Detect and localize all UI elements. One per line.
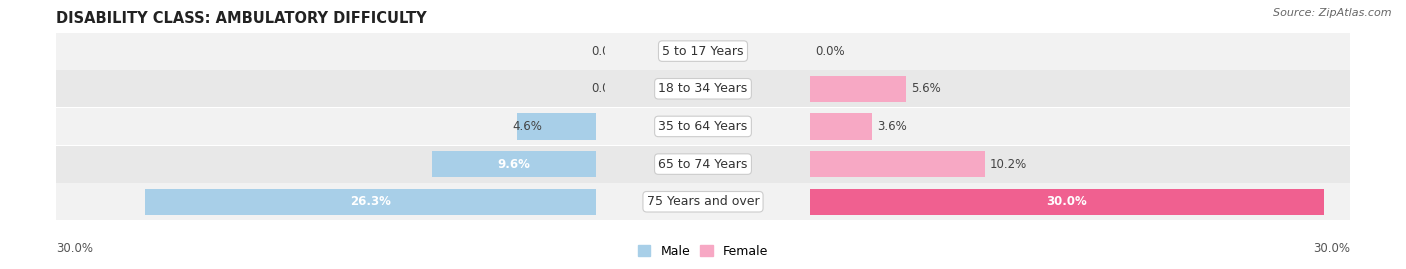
Text: 9.6%: 9.6% (498, 158, 530, 171)
Bar (810, 189, 1324, 215)
Text: 35 to 64 Years: 35 to 64 Years (658, 120, 748, 133)
Text: 0.0%: 0.0% (815, 45, 845, 58)
Bar (0, 70, 1406, 107)
Text: 18 to 34 Years: 18 to 34 Years (658, 82, 748, 95)
Bar (517, 113, 596, 140)
Text: 26.3%: 26.3% (350, 195, 391, 208)
Bar (810, 113, 872, 140)
Bar (0, 146, 1406, 183)
Text: 10.2%: 10.2% (990, 158, 1028, 171)
Text: DISABILITY CLASS: AMBULATORY DIFFICULTY: DISABILITY CLASS: AMBULATORY DIFFICULTY (56, 11, 427, 26)
Bar (0, 33, 1406, 70)
Bar (0, 146, 1406, 183)
Bar (0, 108, 1406, 145)
Bar (145, 189, 596, 215)
Bar (810, 151, 984, 177)
Text: 75 Years and over: 75 Years and over (647, 195, 759, 208)
Text: 65 to 74 Years: 65 to 74 Years (658, 158, 748, 171)
Text: 30.0%: 30.0% (1313, 242, 1350, 255)
Text: 3.6%: 3.6% (877, 120, 907, 133)
Bar (0, 70, 1406, 107)
Text: 30.0%: 30.0% (1046, 195, 1087, 208)
Text: 5.6%: 5.6% (911, 82, 941, 95)
Bar (432, 151, 596, 177)
Text: 5 to 17 Years: 5 to 17 Years (662, 45, 744, 58)
Text: 4.6%: 4.6% (512, 120, 541, 133)
Bar (0, 33, 1406, 70)
Text: 30.0%: 30.0% (56, 242, 93, 255)
Legend: Male, Female: Male, Female (633, 240, 773, 263)
Text: 0.0%: 0.0% (591, 45, 620, 58)
Bar (0, 183, 1406, 220)
Bar (0, 183, 1406, 220)
Bar (810, 76, 905, 102)
Bar (0, 108, 1406, 145)
Text: 0.0%: 0.0% (591, 82, 620, 95)
Bar (0, 183, 1406, 220)
Text: Source: ZipAtlas.com: Source: ZipAtlas.com (1274, 8, 1392, 18)
Bar (0, 146, 1406, 183)
Bar (0, 108, 1406, 145)
Bar (0, 70, 1406, 107)
Bar (0, 33, 1406, 70)
